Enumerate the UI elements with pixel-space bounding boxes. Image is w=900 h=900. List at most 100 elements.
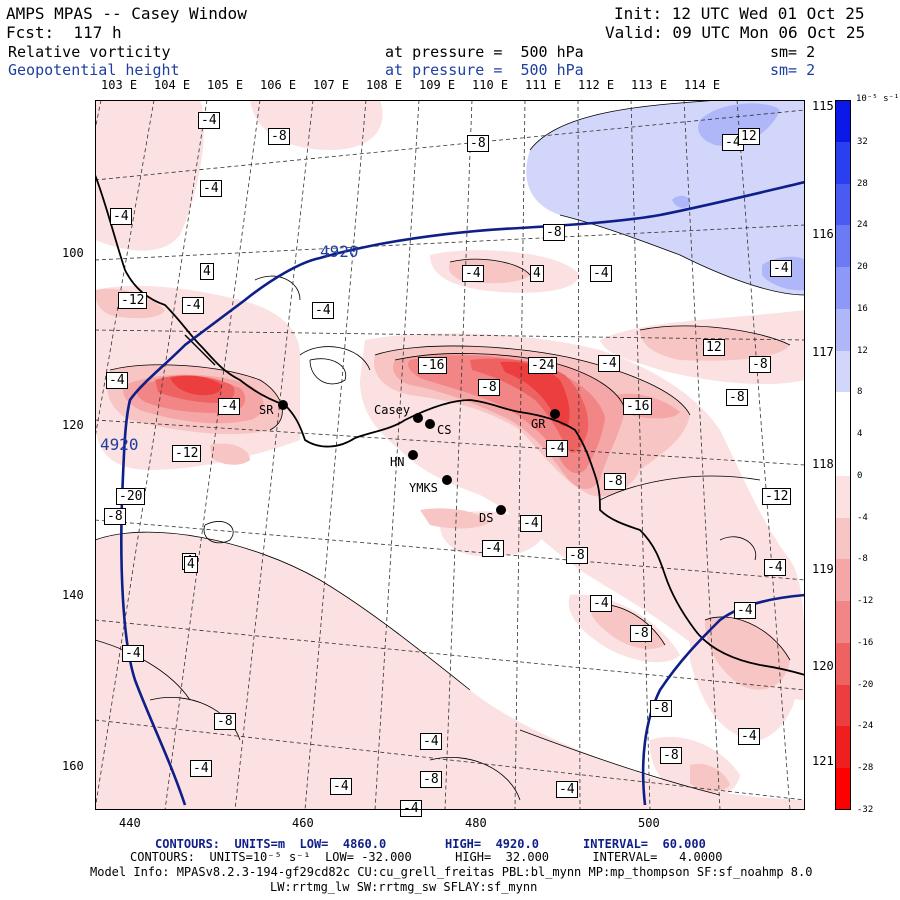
field1-smoothing: sm= 2	[770, 43, 816, 61]
latitude-gridlines	[95, 109, 805, 801]
height-contour-high: HIGH= 4920.0	[445, 837, 539, 851]
colorbar-label: -4	[857, 512, 868, 523]
vorticity-contour-label: -16	[418, 357, 448, 374]
model-info-physics: LW:rrtmg_lw SW:rrtmg_sw SFLAY:sf_mynn	[270, 880, 538, 894]
colorbar-label: -32	[857, 805, 874, 815]
vorticity-contour-label: -4	[546, 440, 568, 457]
vorticity-contour-lines	[95, 100, 805, 801]
station-label-ymks: YMKS	[409, 481, 438, 495]
colorbar-label: 12	[857, 345, 868, 356]
colorbar-swatch	[835, 225, 851, 268]
vorticity-contour-label: 12	[703, 339, 725, 356]
vorticity-contour-label: -20	[116, 488, 146, 505]
station-label-cs: CS	[437, 423, 452, 437]
vorticity-contour-label: -8	[604, 473, 626, 490]
field1-pressure: at pressure = 500 hPa	[385, 43, 584, 61]
vorticity-contour-label: -8	[214, 713, 236, 730]
colorbar-swatch	[835, 475, 851, 519]
vorticity-contour-label: -4	[482, 540, 504, 557]
vorticity-contour-label: -4	[218, 398, 240, 415]
colorbar-label: 16	[857, 303, 868, 314]
y-tick-label: 140	[62, 588, 84, 602]
colorbar-swatch	[835, 308, 851, 352]
height-contour-info: CONTOURS: UNITS=m LOW= 4860.0	[155, 837, 387, 851]
vorticity-contour-label: -8	[467, 135, 489, 152]
vorticity-contour-label: -4	[738, 728, 760, 745]
vorticity-contour-label: 4	[184, 556, 198, 573]
vorticity-contour-label: -4	[590, 595, 612, 612]
lon-label: 109 E	[419, 78, 456, 92]
height-contour-label: 4920	[320, 242, 359, 261]
height-contour-label: 4920	[100, 435, 139, 454]
vorticity-contour-label: -4	[590, 265, 612, 282]
vorticity-contour-label: -4	[420, 733, 442, 750]
x-tick-label: 480	[465, 816, 487, 830]
y-tick-label: 100	[62, 246, 84, 260]
vorticity-contour-label: -4	[122, 645, 144, 662]
vorticity-contour-label: -16	[623, 398, 653, 415]
vorticity-contour-label: -4	[734, 602, 756, 619]
vorticity-contour-label: 4	[530, 265, 544, 282]
colorbar-label: -8	[857, 554, 868, 565]
colorbar-label: 24	[857, 220, 868, 231]
vorticity-contour-label: -4	[106, 372, 128, 389]
vorticity-contour-info: CONTOURS: UNITS=10⁻⁵ s⁻¹ LOW= -32.000 HI…	[130, 850, 723, 864]
vorticity-contour-label: -8	[726, 389, 748, 406]
vorticity-contour-label: -4	[520, 515, 542, 532]
lon-label: 112 E	[578, 78, 615, 92]
colorbar-swatch	[835, 684, 851, 727]
vorticity-contour-label: -4	[770, 260, 792, 277]
colorbar-swatch	[835, 768, 851, 811]
vorticity-contour-label: -4	[110, 208, 132, 225]
x-tick-label: 500	[638, 816, 660, 830]
lon-label: 114 E	[684, 78, 721, 92]
vorticity-contour-label: -8	[630, 625, 652, 642]
height-contour-interval: INTERVAL= 60.000	[583, 837, 706, 851]
lon-label: 105 E	[207, 78, 244, 92]
colorbar-label: 8	[857, 387, 863, 398]
colorbar-label: 4	[857, 429, 863, 440]
colorbar-unit: 10⁻⁵ s⁻¹	[856, 94, 900, 104]
field2-smoothing: sm= 2	[770, 61, 816, 79]
valid-time: Valid: 09 UTC Mon 06 Oct 25	[605, 23, 866, 42]
vorticity-contour-label: -4	[312, 302, 334, 319]
colorbar-swatch	[835, 559, 851, 602]
vorticity-contour-label: -4	[764, 559, 786, 576]
vorticity-contour-label: -8	[566, 547, 588, 564]
colorbar-frame	[835, 100, 851, 810]
field1-name: Relative vorticity	[8, 43, 171, 61]
x-tick-label: 440	[119, 816, 141, 830]
colorbar-swatch	[835, 434, 851, 477]
vorticity-contour-label: -12	[172, 445, 202, 462]
colorbar-label: -28	[857, 763, 874, 774]
colorbar-swatch	[835, 726, 851, 769]
init-time: Init: 12 UTC Wed 01 Oct 25	[614, 4, 865, 23]
colorbar-swatch	[835, 350, 851, 393]
map-frame	[95, 100, 805, 810]
field2-name: Geopotential height	[8, 61, 180, 79]
vorticity-contour-label: -4	[462, 265, 484, 282]
station-label-hn: HN	[390, 455, 405, 469]
model-info: Model Info: MPASv8.2.3-194-gf29cd82c CU:…	[90, 865, 813, 879]
vorticity-contour-label: -8	[660, 747, 682, 764]
height-contour-4920	[120, 180, 805, 806]
vorticity-contour-label: -4	[198, 112, 220, 129]
station-label-casey: Casey	[374, 403, 411, 417]
colorbar-label: 0	[857, 470, 863, 481]
field2-pressure: at pressure = 500 hPa	[385, 61, 584, 79]
station-label-ds: DS	[479, 511, 494, 525]
coastline	[95, 174, 805, 676]
vorticity-contour-label: -8	[543, 224, 565, 241]
colorbar-label: -20	[857, 679, 874, 690]
forecast-hour: Fcst: 117 h	[6, 23, 122, 42]
colorbar-swatch	[835, 517, 851, 560]
colorbar-swatch	[835, 100, 851, 143]
station-label-sr: SR	[259, 403, 274, 417]
colorbar-label: -16	[857, 637, 874, 648]
station-label-gr: GR	[531, 417, 546, 431]
lon-label: 113 E	[631, 78, 668, 92]
colorbar-swatch	[835, 601, 851, 644]
colorbar-swatch	[835, 267, 851, 310]
map-panel	[95, 100, 805, 810]
y-tick-label: 120	[62, 418, 84, 432]
